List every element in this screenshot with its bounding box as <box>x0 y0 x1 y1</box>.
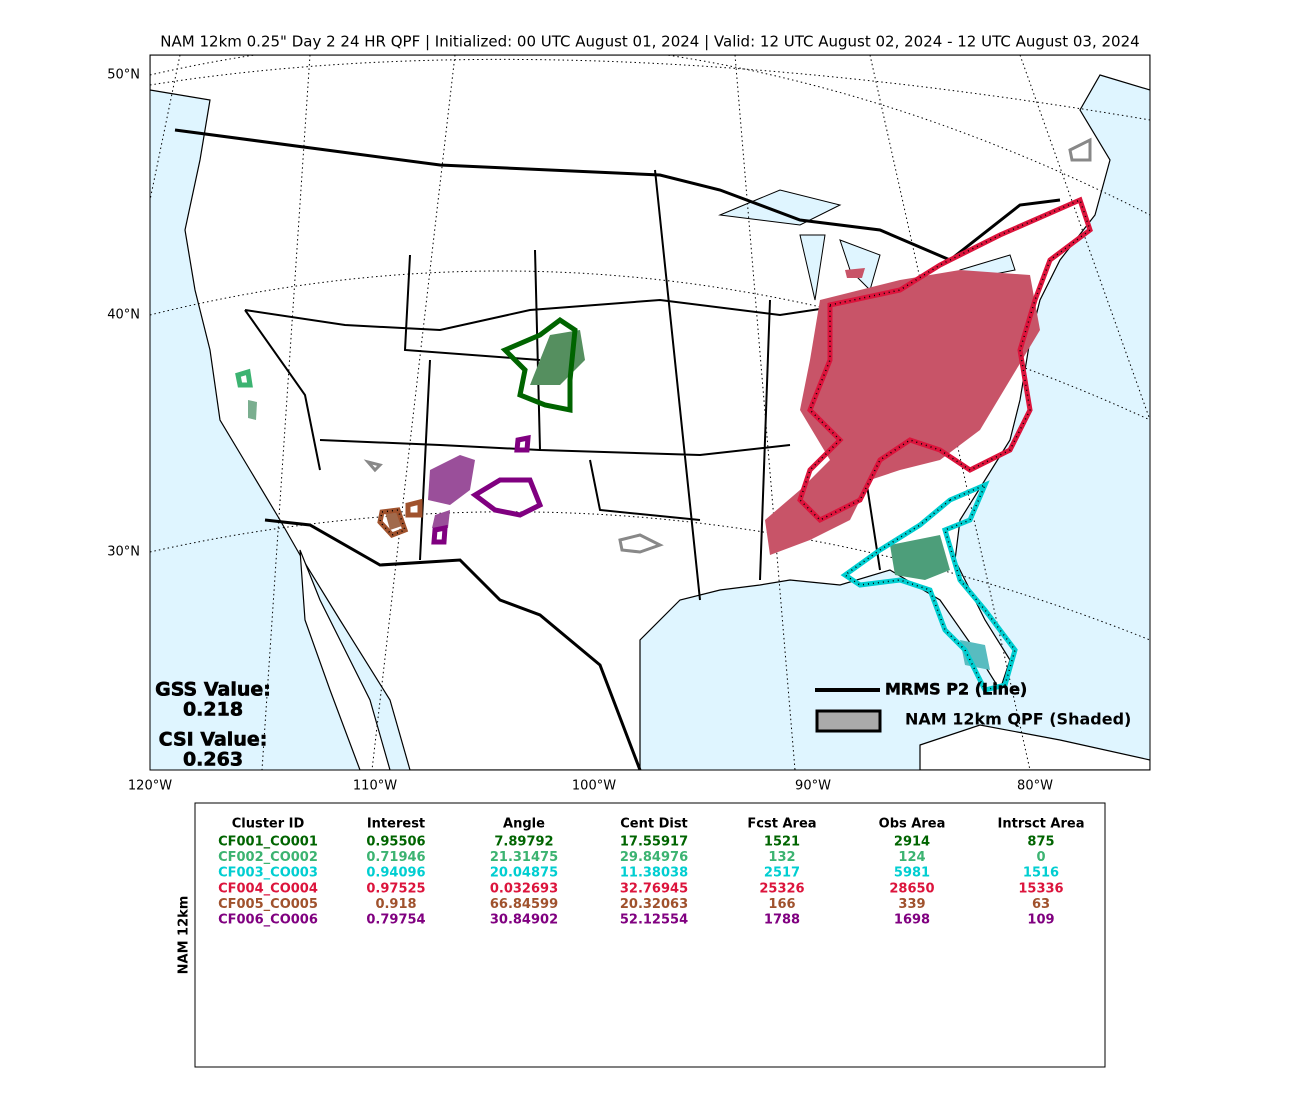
table-cell: 20.04875 <box>490 866 558 881</box>
table-cell: 2914 <box>894 835 930 850</box>
table-header: Intrsct Area <box>998 817 1085 832</box>
table-cell: 2517 <box>764 866 800 881</box>
lon-label: 100°W <box>572 779 616 794</box>
table-cell: 0.97525 <box>366 881 425 896</box>
table-header: Cluster ID <box>232 817 305 832</box>
table-frame <box>194 802 1106 1068</box>
table-cell: 7.89792 <box>494 835 553 850</box>
lon-label: 120°W <box>128 779 172 794</box>
table-header: Interest <box>367 817 425 832</box>
table-cell: 20.32063 <box>620 897 688 912</box>
table-cell: CF004_CO004 <box>218 881 318 896</box>
table-header: Obs Area <box>879 817 946 832</box>
table-cell: 0.94096 <box>366 866 425 881</box>
score-value: 0.218 <box>183 699 243 721</box>
table-cell: 66.84599 <box>490 897 558 912</box>
table-header: Cent Dist <box>620 817 688 832</box>
table-cell: 1788 <box>764 913 800 928</box>
table-cell: 52.12554 <box>620 913 688 928</box>
table-cell: 1698 <box>894 913 930 928</box>
lon-label: 80°W <box>1017 779 1053 794</box>
lon-label: 110°W <box>353 779 397 794</box>
table-cell: 15336 <box>1018 881 1063 896</box>
state-lines <box>244 169 881 601</box>
table-cell: CF006_CO006 <box>218 913 318 928</box>
table-cell: 5981 <box>894 866 930 881</box>
table-side-label: NAM 12km <box>177 896 192 975</box>
table-cell: 0 <box>1036 850 1045 865</box>
table-cell: 124 <box>898 850 925 865</box>
table-cell: 32.76945 <box>620 881 688 896</box>
border <box>174 128 1061 770</box>
table-cell: 0.032693 <box>490 881 558 896</box>
map-frame <box>149 54 1151 771</box>
lat-label: 50°N <box>107 68 140 83</box>
table-cell: 30.84902 <box>490 913 558 928</box>
lat-label: 40°N <box>107 308 140 323</box>
legend-label: NAM 12km QPF (Shaded) <box>905 710 1131 729</box>
mrms-dots <box>379 198 1091 691</box>
table-cell: 0.918 <box>375 897 416 912</box>
table-header: Fcst Area <box>747 817 816 832</box>
score-value: 0.263 <box>183 749 243 771</box>
table-cell: 109 <box>1027 913 1054 928</box>
table-cell: 166 <box>768 897 795 912</box>
baja <box>299 549 391 770</box>
table-cell: 0.95506 <box>366 835 425 850</box>
graticule <box>150 55 1150 770</box>
table-cell: CF005_CO005 <box>218 897 318 912</box>
lon-label: 90°W <box>795 779 831 794</box>
table-cell: 63 <box>1032 897 1050 912</box>
table-cell: 132 <box>768 850 795 865</box>
table-cell: 11.38038 <box>620 866 688 881</box>
table-cell: CF001_CO001 <box>218 835 318 850</box>
legend-swatch <box>815 709 882 733</box>
table-cell: 25326 <box>759 881 804 896</box>
land <box>150 55 1150 770</box>
legend-label: MRMS P2 (Line) <box>885 680 1027 699</box>
title: NAM 12km 0.25" Day 2 24 HR QPF | Initial… <box>160 33 1139 51</box>
table-cell: 0.71946 <box>366 850 425 865</box>
table-cell: 28650 <box>889 881 934 896</box>
table-cell: 29.84976 <box>620 850 688 865</box>
table-cell: CF003_CO003 <box>218 866 318 881</box>
map <box>150 55 1150 770</box>
cuba <box>919 724 1150 770</box>
lat-label: 30°N <box>107 545 140 560</box>
table-cell: 17.55917 <box>620 835 688 850</box>
table-cell: 1521 <box>764 835 800 850</box>
table-cell: 875 <box>1027 835 1054 850</box>
table-cell: 0.79754 <box>366 913 425 928</box>
score-label: GSS Value: <box>155 679 271 701</box>
table-cell: CF002_CO002 <box>218 850 318 865</box>
table-cell: 339 <box>898 897 925 912</box>
score-label: CSI Value: <box>159 729 268 751</box>
table-cell: 21.31475 <box>490 850 558 865</box>
table-header: Angle <box>503 817 545 832</box>
table-cell: 1516 <box>1023 866 1059 881</box>
